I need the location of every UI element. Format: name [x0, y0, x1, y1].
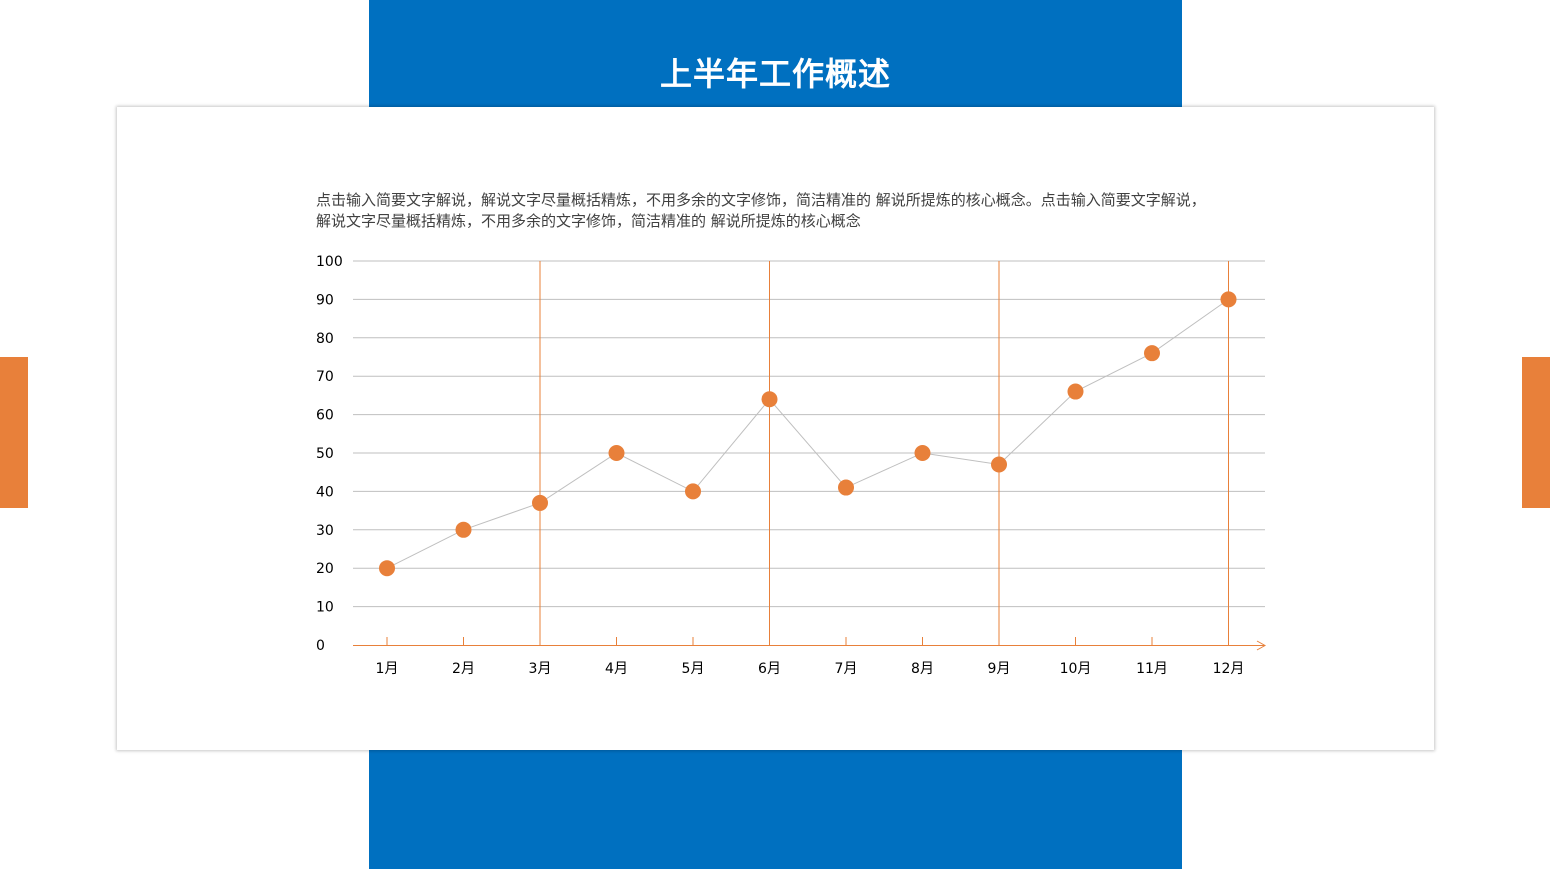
- y-tick-label: 60: [316, 408, 334, 424]
- series-line: [386, 298, 1229, 569]
- data-point: [1144, 345, 1160, 362]
- header-band: [369, 0, 1182, 108]
- x-tick-label: 3月: [529, 661, 552, 677]
- highlight-lines: [539, 261, 1229, 645]
- x-tick-label: 12月: [1213, 661, 1245, 677]
- y-tick-label: 10: [316, 600, 334, 616]
- x-tick-label: 8月: [911, 661, 934, 677]
- data-point: [914, 445, 931, 461]
- x-tick-label: 2月: [452, 661, 475, 677]
- x-tick-label: 6月: [758, 661, 781, 677]
- y-tick-labels: 0 10 20 30 40 50 60 70 80 90 100: [316, 254, 343, 654]
- data-point: [379, 560, 395, 577]
- gridlines: [353, 260, 1265, 608]
- x-tick-label: 9月: [988, 661, 1011, 677]
- description-line: 点击输入简要文字解说，解说文字尽量概括精炼，不用多余的文字修饰，简洁精准的 解说…: [316, 191, 1206, 209]
- x-tick-label: 1月: [376, 661, 399, 677]
- description-text: 点击输入简要文字解说，解说文字尽量概括精炼，不用多余的文字修饰，简洁精准的 解说…: [316, 190, 1291, 232]
- data-point: [455, 521, 472, 538]
- y-tick-label: 30: [316, 523, 334, 539]
- data-point: [1220, 291, 1237, 308]
- y-tick-label: 80: [316, 331, 334, 347]
- y-tick-label: 50: [316, 446, 334, 462]
- y-tick-label: 70: [316, 369, 334, 385]
- y-tick-label: 90: [316, 292, 334, 308]
- data-point: [685, 483, 701, 500]
- slide-title: 上半年工作概述: [659, 55, 891, 93]
- x-axis-arrow: [1256, 640, 1267, 651]
- data-point: [608, 445, 625, 461]
- y-tick-label: 100: [316, 254, 343, 270]
- x-axis: [353, 637, 1267, 651]
- y-tick-label: 20: [316, 561, 334, 577]
- line-chart: 0 10 20 30 40 50 60 70 80 90 100 1月 2月 3月 4月 5月 6月 7月 8月 9…: [316, 254, 1267, 677]
- x-tick-label: 10月: [1060, 661, 1092, 677]
- x-tick-label: 5月: [682, 661, 705, 677]
- footer-band: [369, 750, 1182, 869]
- data-point: [838, 479, 854, 496]
- description-line: 解说文字尽量概括精炼，不用多余的文字修饰，简洁精准的 解说所提炼的核心概念: [316, 212, 861, 230]
- left-accent-tab: [0, 357, 28, 508]
- data-point: [761, 391, 778, 408]
- x-tick-label: 4月: [605, 661, 628, 677]
- x-tick-label: 7月: [835, 661, 858, 677]
- data-point: [1067, 383, 1084, 400]
- y-tick-label: 0: [316, 638, 325, 654]
- y-tick-label: 40: [316, 484, 334, 500]
- series-line: [386, 298, 1229, 569]
- content-card: [117, 107, 1434, 750]
- x-tick-label: 11月: [1136, 661, 1168, 677]
- right-accent-tab: [1522, 357, 1550, 508]
- data-point: [532, 494, 548, 511]
- data-points: [379, 291, 1237, 577]
- data-point: [991, 456, 1007, 473]
- x-tick-labels: 1月 2月 3月 4月 5月 6月 7月 8月 9月 10月 11月 12月: [376, 661, 1245, 677]
